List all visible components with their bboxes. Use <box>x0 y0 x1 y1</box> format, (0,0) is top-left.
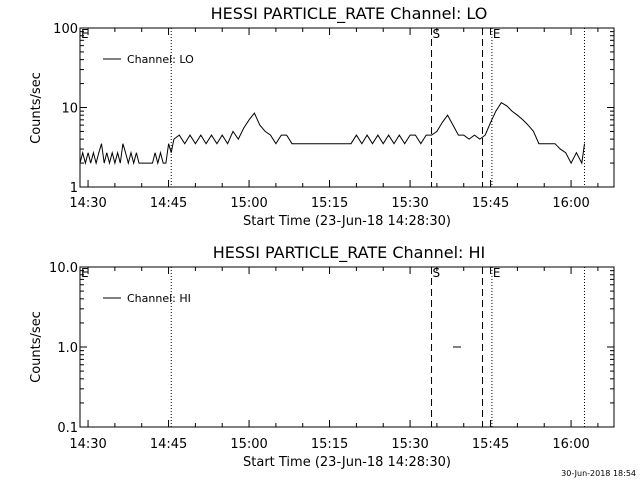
chart-title: HESSI PARTICLE_RATE Channel: LO <box>211 4 488 24</box>
y-tick-label: 0.1 <box>57 421 78 436</box>
y-axis-ticks: 0.1 1.0 10.0 <box>49 261 614 436</box>
x-tick-label: 15:15 <box>311 437 348 452</box>
marker-label: E <box>493 266 501 280</box>
plot-frame <box>79 27 615 188</box>
edge-label: E <box>81 27 89 41</box>
chart-panel-hi: HESSI PARTICLE_RATE Channel: HI Counts/s… <box>29 243 615 470</box>
x-tick-label: 15:00 <box>230 196 267 211</box>
x-tick-label: 16:00 <box>552 196 589 211</box>
chart-panel-lo: HESSI PARTICLE_RATE Channel: LO Counts/s… <box>29 4 615 229</box>
chart-title: HESSI PARTICLE_RATE Channel: HI <box>213 243 486 263</box>
generation-timestamp: 30-Jun-2018 18:54 <box>561 469 636 478</box>
marker-label: S <box>433 266 441 280</box>
edge-label: E <box>81 266 89 280</box>
x-tick-label: 15:00 <box>230 437 267 452</box>
x-axis-label: Start Time (23-Jun-18 14:28:30) <box>243 455 451 470</box>
y-tick-label: 10 <box>61 102 78 117</box>
legend-entry: Channel: LO <box>127 53 194 66</box>
marker-label: E <box>493 27 501 41</box>
x-tick-label: 14:30 <box>69 196 106 211</box>
y-axis-label: Counts/sec <box>29 72 44 144</box>
x-tick-label: 15:45 <box>472 437 509 452</box>
y-tick-label: 10.0 <box>49 261 78 276</box>
x-axis-ticks: 14:30 14:45 15:00 15:15 15:30 15:45 16:00 <box>69 28 599 211</box>
y-tick-label: 100 <box>53 22 78 37</box>
x-tick-label: 14:45 <box>150 437 187 452</box>
y-axis-label: Counts/sec <box>29 311 44 383</box>
x-tick-label: 15:45 <box>472 196 509 211</box>
x-tick-label: 15:30 <box>391 196 428 211</box>
y-axis-ticks: 1 10 100 <box>53 22 614 196</box>
x-tick-label: 15:15 <box>311 196 348 211</box>
x-tick-label: 15:30 <box>391 437 428 452</box>
marker-label: S <box>433 27 441 41</box>
plot-frame <box>79 266 615 428</box>
legend: Channel: HI <box>103 292 191 305</box>
y-tick-label: 1 <box>70 181 78 196</box>
x-axis-label: Start Time (23-Jun-18 14:28:30) <box>243 214 451 229</box>
legend-entry: Channel: HI <box>127 292 191 305</box>
x-tick-label: 16:00 <box>552 437 589 452</box>
x-tick-label: 14:30 <box>69 437 106 452</box>
series-line-channel-lo <box>79 102 585 166</box>
x-tick-label: 14:45 <box>150 196 187 211</box>
legend: Channel: LO <box>103 53 194 66</box>
y-tick-label: 1.0 <box>57 341 78 356</box>
x-axis-ticks: 14:30 14:45 15:00 15:15 15:30 15:45 16:00 <box>69 267 599 452</box>
